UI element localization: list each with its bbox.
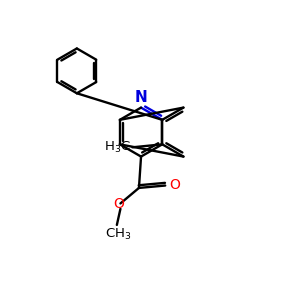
Text: O: O	[169, 178, 180, 192]
Text: N: N	[135, 90, 147, 105]
Text: O: O	[113, 197, 124, 211]
Text: H$_3$C: H$_3$C	[104, 140, 131, 155]
Text: CH$_3$: CH$_3$	[105, 227, 132, 242]
